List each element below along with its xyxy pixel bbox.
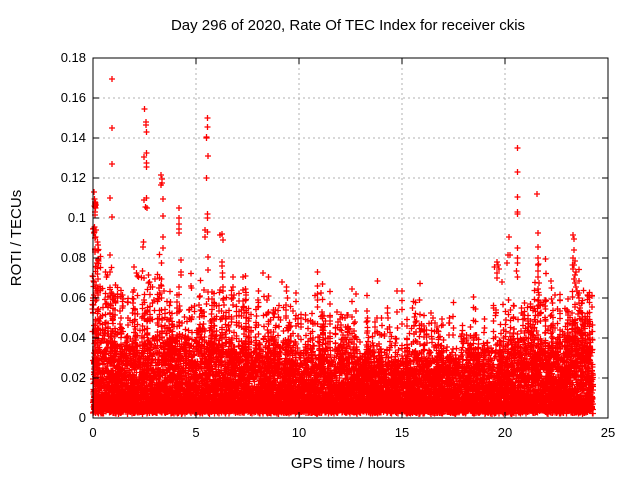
y-tick-label: 0.08 (60, 250, 86, 265)
x-tick-label: 10 (291, 425, 307, 440)
x-tick-label: 25 (600, 425, 616, 440)
x-axis-label: GPS time / hours (290, 455, 406, 472)
y-tick-label: 0.02 (60, 370, 86, 385)
chart-title: Day 296 of 2020, Rate Of TEC Index for r… (170, 17, 526, 34)
x-tick-label: 5 (192, 425, 200, 440)
x-tick-label: 15 (394, 425, 410, 440)
y-tick-label: 0.12 (60, 170, 86, 185)
y-tick-label: 0.18 (60, 50, 86, 65)
x-tick-label: 0 (89, 425, 97, 440)
y-tick-label: 0.06 (60, 290, 86, 305)
y-tick-label: 0.14 (60, 130, 86, 145)
x-tick-label: 20 (497, 425, 513, 440)
y-tick-label: 0 (78, 410, 86, 425)
y-axis-label: ROTI / TECUs (8, 189, 25, 287)
y-tick-label: 0.16 (60, 90, 86, 105)
y-tick-label: 0.1 (67, 210, 86, 225)
y-tick-label: 0.04 (60, 330, 86, 345)
